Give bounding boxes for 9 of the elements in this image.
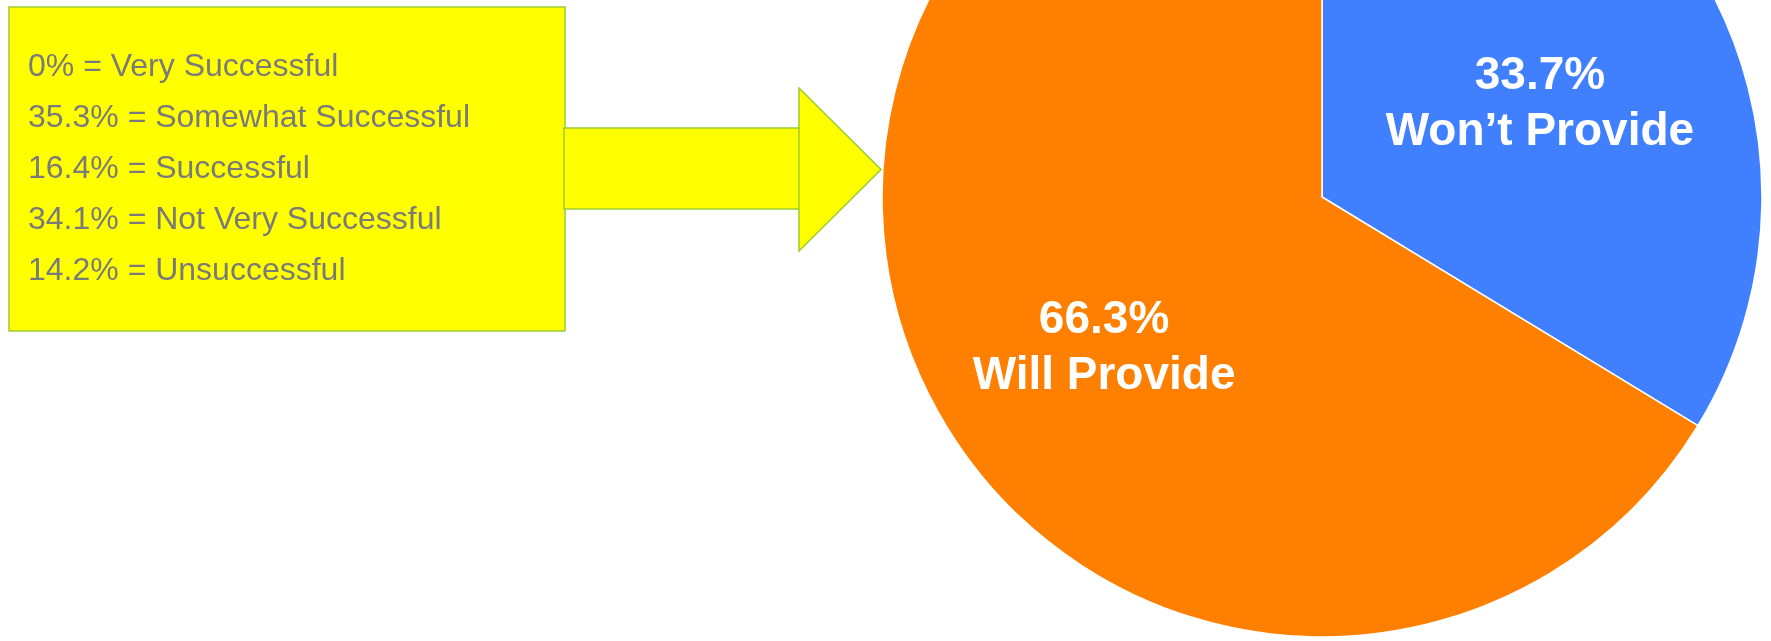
slice-label: Won’t Provide [1385,102,1695,155]
slice-label: Will Provide [972,347,1236,400]
text: 14.2% = Unsuccessful [28,251,346,287]
data-label: 66.3% [1038,291,1170,344]
text: 0% = Very Successful [28,47,339,83]
text: 35.3% = Somewhat Successful [28,98,471,134]
data-label: 33.7% [1474,46,1606,99]
text: 34.1% = Not Very Successful [28,200,442,236]
text: 16.4% = Successful [28,149,310,185]
